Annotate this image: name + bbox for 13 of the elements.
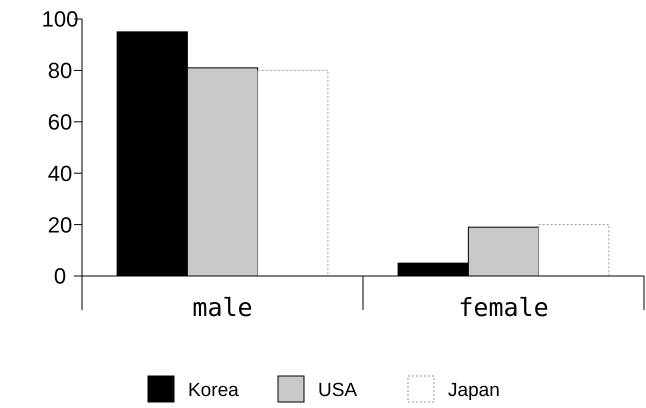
legend-label: USA: [318, 380, 358, 401]
x-tick-label: male: [192, 293, 253, 322]
bar: [538, 224, 610, 276]
y-tick-label: 60: [48, 110, 72, 134]
x-tick-label: female: [458, 293, 549, 322]
legend-label: Korea: [188, 380, 240, 401]
y-tick-label: 40: [48, 160, 72, 186]
bar: [257, 70, 328, 276]
legend-label: Japan: [448, 380, 500, 401]
y-tick-label: 20: [48, 212, 72, 238]
y-tick-label: 100: [42, 6, 78, 32]
y-tick-label: 80: [48, 58, 72, 84]
y-tick-label: 0: [54, 264, 66, 289]
